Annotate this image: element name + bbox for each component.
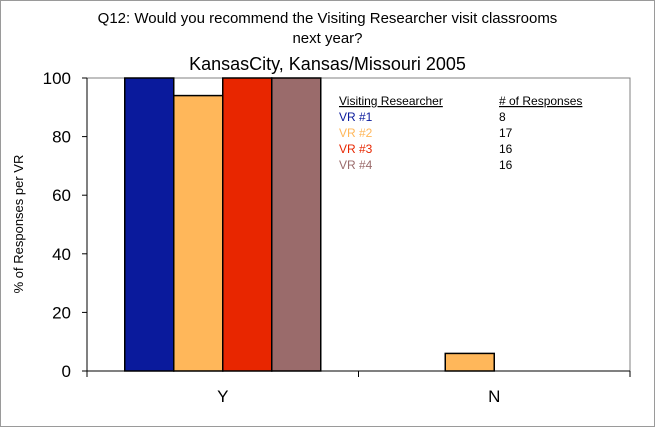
legend-series-name: VR #2 — [339, 126, 373, 140]
legend-series-count: 8 — [499, 110, 506, 124]
bar-vr2-n — [444, 352, 495, 372]
x-category-label: Y — [217, 387, 228, 406]
legend-series-count: 16 — [499, 158, 513, 172]
legend-header-count: # of Responses — [499, 94, 582, 108]
bar-vr4-y — [271, 77, 322, 372]
x-category-label: N — [488, 387, 500, 406]
bar-vr3-y — [222, 77, 273, 372]
legend-series-count: 16 — [499, 142, 513, 156]
chart-title-line-2: next year? — [292, 30, 363, 47]
chart-title-line-1: Q12: Would you recommend the Visiting Re… — [97, 10, 558, 27]
legend-series-name: VR #3 — [339, 142, 373, 156]
legend-series-name: VR #4 — [339, 158, 373, 172]
y-tick-label: 0 — [62, 362, 71, 381]
bar-vr2-y — [173, 94, 224, 372]
bar-vr1-y — [124, 77, 175, 372]
chart-subtitle: KansasCity, Kansas/Missouri 2005 — [189, 54, 466, 74]
legend-series-count: 17 — [499, 126, 513, 140]
y-tick-label: 60 — [52, 186, 71, 205]
legend-header-name: Visiting Researcher — [339, 94, 443, 108]
y-tick-label: 20 — [52, 303, 71, 322]
y-tick-label: 100 — [43, 69, 71, 88]
y-tick-label: 40 — [52, 245, 71, 264]
legend-series-name: VR #1 — [339, 110, 373, 124]
y-tick-label: 80 — [52, 128, 71, 147]
